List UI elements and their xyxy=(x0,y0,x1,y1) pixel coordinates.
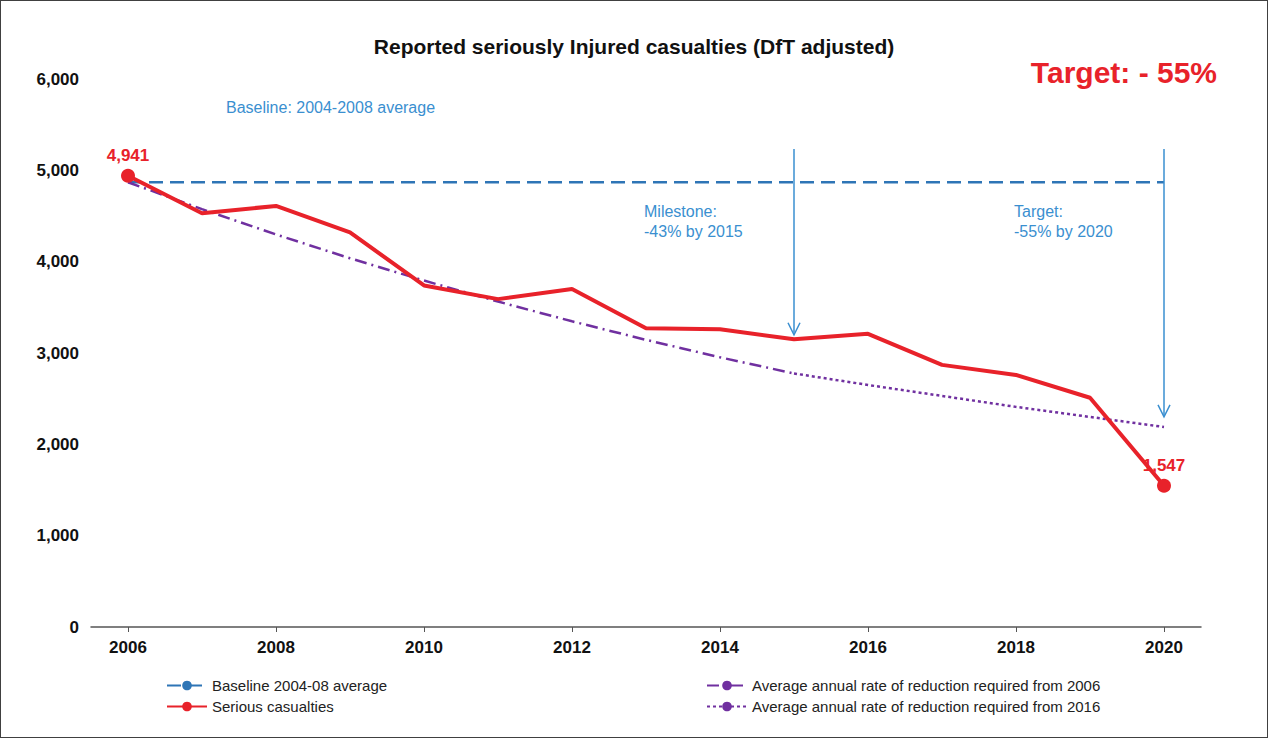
svg-text:1,000: 1,000 xyxy=(36,526,79,545)
svg-text:Average annual rate of reducti: Average annual rate of reduction require… xyxy=(752,698,1100,715)
svg-text:Baseline 2004-08 average: Baseline 2004-08 average xyxy=(212,677,387,694)
svg-text:Reported seriously Injured cas: Reported seriously Injured casualties (D… xyxy=(374,35,894,58)
svg-text:2006: 2006 xyxy=(109,638,147,657)
svg-text:Milestone:: Milestone: xyxy=(644,203,717,220)
svg-text:4,000: 4,000 xyxy=(36,252,79,271)
svg-text:2010: 2010 xyxy=(405,638,443,657)
svg-text:Target:: Target: xyxy=(1014,203,1063,220)
svg-text:2008: 2008 xyxy=(257,638,295,657)
svg-text:1,547: 1,547 xyxy=(1143,456,1186,475)
svg-text:2012: 2012 xyxy=(553,638,591,657)
svg-text:Average annual rate of reducti: Average annual rate of reduction require… xyxy=(752,677,1100,694)
svg-text:0: 0 xyxy=(70,618,79,637)
svg-text:3,000: 3,000 xyxy=(36,344,79,363)
svg-text:6,000: 6,000 xyxy=(36,70,79,89)
svg-text:Target: - 55%: Target: - 55% xyxy=(1031,56,1217,89)
svg-text:2016: 2016 xyxy=(849,638,887,657)
svg-text:-55% by 2020: -55% by 2020 xyxy=(1014,223,1113,240)
svg-text:2,000: 2,000 xyxy=(36,435,79,454)
svg-text:2018: 2018 xyxy=(997,638,1035,657)
svg-text:2014: 2014 xyxy=(701,638,739,657)
svg-text:Serious casualties: Serious casualties xyxy=(212,698,334,715)
svg-text:2020: 2020 xyxy=(1145,638,1183,657)
svg-text:4,941: 4,941 xyxy=(107,146,150,165)
svg-text:5,000: 5,000 xyxy=(36,161,79,180)
svg-text:-43% by 2015: -43% by 2015 xyxy=(644,223,743,240)
svg-text:Baseline: 2004-2008 average: Baseline: 2004-2008 average xyxy=(226,99,435,116)
